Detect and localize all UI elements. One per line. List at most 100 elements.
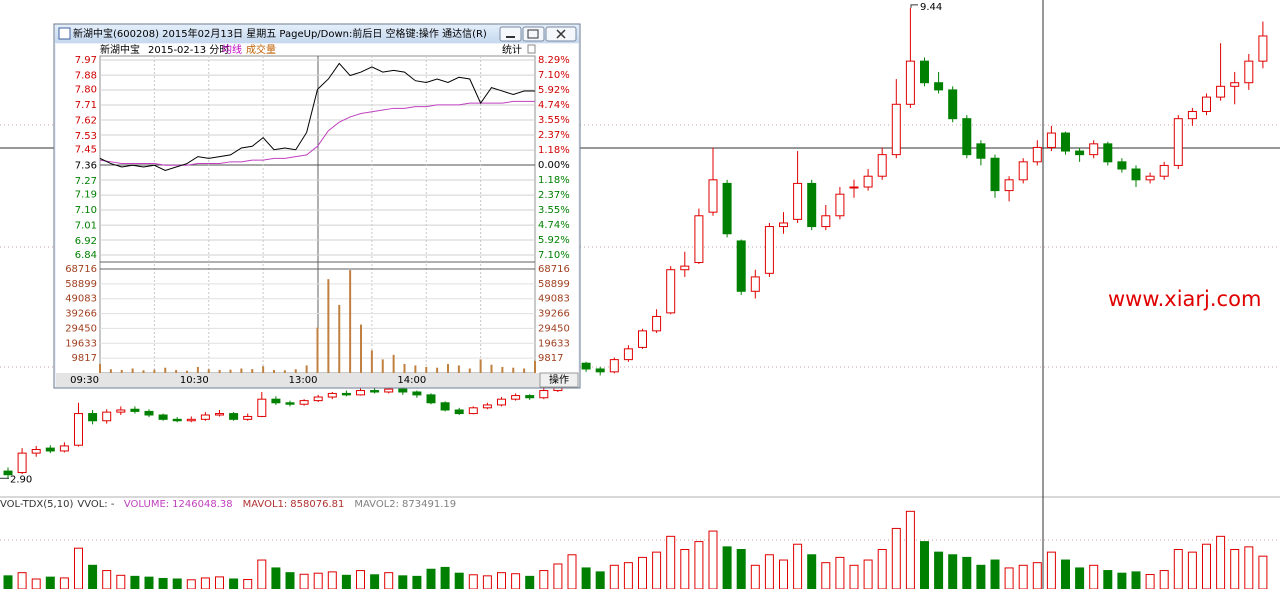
volume-bar [316, 327, 319, 373]
candle-body [1187, 110, 1197, 120]
volume-bar [327, 571, 337, 589]
volume-bar [1216, 535, 1226, 589]
y2-tick-label: 5.92% [538, 235, 570, 246]
volume-bar [142, 370, 145, 373]
maximize-button[interactable] [522, 26, 545, 42]
minimize-button[interactable] [499, 26, 522, 42]
volume-bar [1089, 564, 1099, 589]
candle-body [511, 395, 521, 400]
candle-body [1230, 82, 1240, 87]
close-button[interactable] [545, 26, 577, 42]
volume-bar [1018, 564, 1028, 589]
volume-bar [849, 564, 859, 589]
volume-bar [338, 304, 341, 373]
volume-bar [349, 270, 352, 373]
stock-name: 新湖中宝 [100, 43, 140, 56]
candle-body [877, 154, 887, 177]
candle-body [341, 392, 351, 396]
candle-body [327, 392, 337, 398]
volume-bar [807, 554, 817, 589]
volume-bar [680, 549, 690, 589]
stats-button[interactable]: 统计 [502, 43, 522, 56]
volume-bar [196, 366, 199, 373]
volume-bar [877, 549, 887, 589]
volume-bar [392, 354, 395, 373]
volume-bar [835, 556, 845, 589]
volume-bar [436, 367, 439, 373]
volume-bar [398, 575, 408, 589]
volume-bar [490, 364, 493, 373]
candle-body [102, 411, 112, 422]
high-marker [910, 4, 918, 8]
candle-body [976, 143, 986, 159]
y2-tick-label: 1.18% [538, 175, 570, 186]
volume-bar [525, 575, 535, 589]
candle-body [257, 398, 267, 417]
action-button-frame[interactable] [539, 372, 579, 388]
candle-body [638, 330, 647, 348]
y2-tick-label: 2.37% [538, 130, 570, 141]
volume-bar [153, 369, 156, 373]
action-button[interactable]: 操作 [549, 373, 569, 386]
volume-bar [1187, 551, 1197, 589]
indicator-value: 873491.19 [402, 499, 456, 510]
volume-bar [863, 559, 873, 589]
volume-bar [920, 541, 929, 589]
volume-bar [271, 567, 281, 589]
x-tick-label: 13:00 [289, 375, 318, 386]
volume-tick-label: 19633 [65, 338, 97, 349]
candle-body [45, 447, 55, 452]
candle-body [1032, 146, 1042, 163]
candle-body [1018, 161, 1028, 181]
candle-body [31, 449, 41, 454]
indicator-label: VOLUME: [124, 499, 169, 510]
candle-body [581, 362, 591, 370]
y-tick-label: 7.10 [75, 205, 97, 216]
candle-body [144, 410, 154, 416]
y-tick-label: 7.80 [75, 84, 97, 95]
intraday-window: 新湖中宝(600208) 2015年02月13日 星期五 PageUp/Down… [53, 23, 581, 389]
volume-bar [305, 365, 308, 373]
volume-bar [414, 365, 417, 373]
y2-tick-label: 8.29% [538, 55, 570, 66]
candle-body [215, 413, 224, 416]
volume-bar [1004, 567, 1014, 589]
candle-body [158, 414, 168, 420]
volume-bar [905, 510, 915, 589]
legend-entry: 成交量 [246, 43, 276, 56]
volume-bar [257, 559, 267, 589]
volume-bar [285, 572, 295, 589]
candle-body [356, 390, 365, 396]
x-tick-label: 09:30 [70, 375, 99, 386]
candle-body [539, 390, 549, 399]
y2-tick-label: 1.18% [538, 145, 570, 156]
candle-body [454, 409, 464, 415]
volume-bar [17, 572, 27, 589]
volume-bar [1145, 574, 1155, 589]
volume-bar [990, 559, 1000, 589]
volume-bar [821, 562, 831, 589]
volume-bar [779, 559, 788, 589]
volume-bar [595, 571, 605, 589]
candle-body [764, 226, 774, 274]
volume-bar [534, 360, 536, 373]
volume-bar [523, 368, 526, 373]
stats-icon [527, 44, 536, 54]
volume-bar [722, 546, 732, 589]
y-tick-label: 7.45 [75, 145, 97, 156]
volume-bar [273, 369, 275, 373]
candle-body [525, 395, 535, 399]
candle-body [990, 157, 1000, 192]
volume-bar [501, 366, 504, 373]
volume-bar [454, 572, 464, 589]
volume-bar [581, 567, 591, 589]
indicator-name: VOL-TDX(5,10) [0, 499, 73, 510]
candle-body [1258, 35, 1268, 62]
volume-bar [1258, 555, 1268, 589]
candle-body [694, 215, 704, 264]
volume-bar [750, 564, 760, 589]
volume-bar [623, 562, 633, 589]
volume-bar [186, 579, 196, 589]
volume-bar [381, 359, 384, 373]
